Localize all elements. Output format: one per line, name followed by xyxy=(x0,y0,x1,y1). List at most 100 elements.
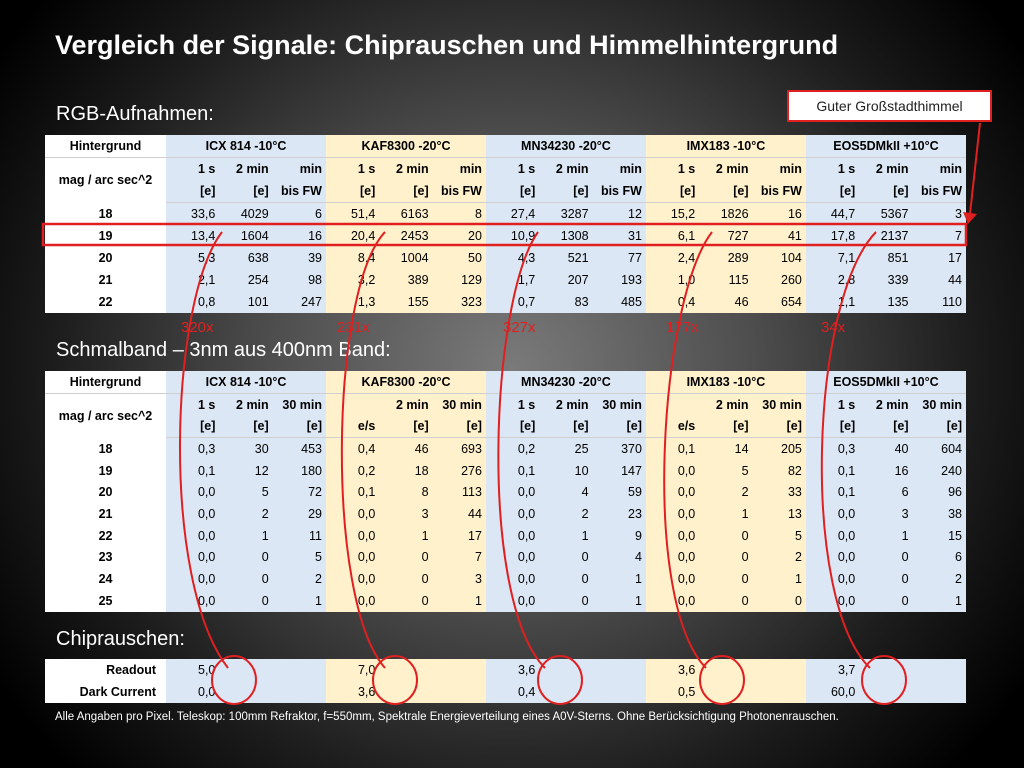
nb-value-cell: 0,0 xyxy=(325,524,380,547)
slide-title: Vergleich der Signale: Chiprauschen und … xyxy=(55,30,839,60)
nb-subheader-exposure: 30 min xyxy=(432,393,486,416)
nb-value-cell: 0 xyxy=(539,546,593,569)
rgb-value-cell: 4,3 xyxy=(485,247,540,269)
rgb-value-cell: 193 xyxy=(592,269,646,291)
rgb-subheader-unit: [e] xyxy=(539,180,593,203)
rgb-value-cell: 2,4 xyxy=(645,247,700,269)
rgb-value-cell: 77 xyxy=(592,247,646,269)
nb-value-cell: 0 xyxy=(699,589,753,612)
nb-value-cell: 0,0 xyxy=(166,546,220,569)
rgb-subheader-unit: bis FW xyxy=(272,180,326,203)
nb-value-cell: 0,0 xyxy=(325,546,380,569)
rgb-camera-header: MN34230 -20°C xyxy=(485,135,646,158)
nb-mag-cell: 24 xyxy=(45,568,167,590)
nb-camera-header: ICX 814 -10°C xyxy=(166,371,326,394)
nb-value-cell: 1 xyxy=(859,524,913,547)
nb-value-cell: 40 xyxy=(859,437,913,460)
nb-value-cell: 1 xyxy=(752,568,806,590)
nb-subheader-exposure: 2 min xyxy=(539,393,593,416)
rgb-subheader-unit: bis FW xyxy=(912,180,966,203)
rgb-value-cell: 654 xyxy=(752,291,806,313)
rgb-value-cell: 12 xyxy=(592,202,646,225)
rgb-value-cell: 15,2 xyxy=(645,202,700,225)
nb-camera-header: IMX183 -10°C xyxy=(645,371,806,394)
rgb-value-cell: 0,7 xyxy=(485,291,540,313)
nb-subheader-unit: [e] xyxy=(485,415,540,439)
rgb-value-cell: 16 xyxy=(272,225,326,247)
nb-value-cell: 0,2 xyxy=(325,459,380,482)
rgb-value-cell: 31 xyxy=(592,225,646,247)
chip-empty-cell xyxy=(272,659,327,681)
rgb-value-cell: 2,8 xyxy=(805,269,860,291)
nb-value-cell: 0,0 xyxy=(645,546,700,569)
nb-value-cell: 29 xyxy=(272,503,326,525)
nb-value-cell: 0,0 xyxy=(485,568,540,590)
rgb-value-cell: 0,4 xyxy=(645,291,700,313)
rgb-value-cell: 1,1 xyxy=(805,291,860,313)
nb-value-cell: 1 xyxy=(272,589,326,612)
nb-value-cell: 276 xyxy=(432,459,486,482)
rgb-value-cell: 51,4 xyxy=(325,202,380,225)
nb-value-cell: 0 xyxy=(539,589,593,612)
narrowband-table: Hintergrund ICX 814 -10°C KAF8300 -20°C MN3… xyxy=(45,371,966,612)
rgb-row-mag-18: 18 33,6 4029 6 51,4 6163 8 27,4 3287 12 15,2 1826 16… xyxy=(45,202,966,225)
rgb-value-cell: 638 xyxy=(219,247,273,269)
rgb-subheader-unit: bis FW xyxy=(432,180,486,203)
nb-value-cell: 5 xyxy=(219,481,273,504)
nb-header-unit: [e] [e] [e] e/s [e] [e] [e] [e] [e] e/s [e] [e] [e][… xyxy=(45,415,966,439)
nb-value-cell: 46 xyxy=(379,437,433,460)
nb-value-cell: 17 xyxy=(432,524,486,547)
nb-value-cell: 0 xyxy=(379,589,433,612)
nb-value-cell: 6 xyxy=(912,546,966,569)
nb-value-cell: 0 xyxy=(219,589,273,612)
nb-value-cell: 0,0 xyxy=(166,481,220,504)
rgb-value-cell: 20 xyxy=(432,225,486,247)
rgb-value-cell: 1308 xyxy=(539,225,593,247)
nb-value-cell: 0 xyxy=(699,524,753,547)
rgb-subheader-unit: [e] xyxy=(485,180,540,203)
rgb-value-cell: 46 xyxy=(699,291,753,313)
section-rgb-heading: RGB-Aufnahmen: xyxy=(56,103,214,125)
nb-value-cell: 0 xyxy=(859,546,913,569)
rgb-value-cell: 1,7 xyxy=(485,269,540,291)
nb-value-cell: 0,0 xyxy=(805,524,860,547)
nb-value-cell: 0,0 xyxy=(166,503,220,525)
nb-row-mag-24: 24 0,0 0 2 0,0 0 3 0,0 0 1 0,0 0 1 0,0 0 2 xyxy=(45,568,966,590)
nb-value-cell: 0,0 xyxy=(325,503,380,525)
rgb-subheader-unit: [e] xyxy=(859,180,913,203)
rgb-value-cell: 247 xyxy=(272,291,326,313)
rgb-subheader-unit: [e] xyxy=(325,180,380,203)
rgb-mag-cell: 20 xyxy=(45,247,167,269)
chip-value-cell: 3,7 xyxy=(806,659,860,681)
rgb-value-cell: 254 xyxy=(219,269,273,291)
nb-value-cell: 3 xyxy=(432,568,486,590)
nb-subheader-exposure: 2 min xyxy=(859,393,913,416)
nb-value-cell: 453 xyxy=(272,437,326,460)
nb-subheader-unit: [e] xyxy=(805,415,860,439)
nb-value-cell: 0,3 xyxy=(166,437,220,460)
nb-subheader-exposure xyxy=(325,393,380,416)
rgb-value-cell: 10,9 xyxy=(485,225,540,247)
nb-subheader-unit: [e] xyxy=(699,415,753,439)
nb-value-cell: 3 xyxy=(859,503,913,525)
footnote: Alle Angaben pro Pixel. Teleskop: 100mm … xyxy=(55,711,839,723)
nb-subheader-exposure: 1 s xyxy=(805,393,860,416)
rgb-value-cell: 155 xyxy=(379,291,433,313)
rgb-value-cell: 6,1 xyxy=(645,225,700,247)
callout-arrow-line xyxy=(969,122,981,215)
chip-value-cell: 3,6 xyxy=(326,681,380,703)
nb-value-cell: 240 xyxy=(912,459,966,482)
rgb-subheader-unit: [e] xyxy=(645,180,700,203)
rgb-subheader-exposure: min xyxy=(592,157,646,180)
nb-value-cell: 1 xyxy=(219,524,273,547)
nb-value-cell: 604 xyxy=(912,437,966,460)
nb-value-cell: 0,1 xyxy=(485,459,540,482)
rgb-table: Hintergrund ICX 814 -10°C KAF8300 -20°C MN3… xyxy=(45,135,966,313)
nb-mag-cell: 21 xyxy=(45,503,167,525)
nb-value-cell: 0,2 xyxy=(485,437,540,460)
chip-empty-cell xyxy=(592,681,647,703)
nb-value-cell: 33 xyxy=(752,481,806,504)
factor-label-kaf8300: 231x xyxy=(337,319,370,336)
rgb-subheader-exposure: 1 s xyxy=(645,157,700,180)
chip-empty-cell xyxy=(219,681,273,703)
